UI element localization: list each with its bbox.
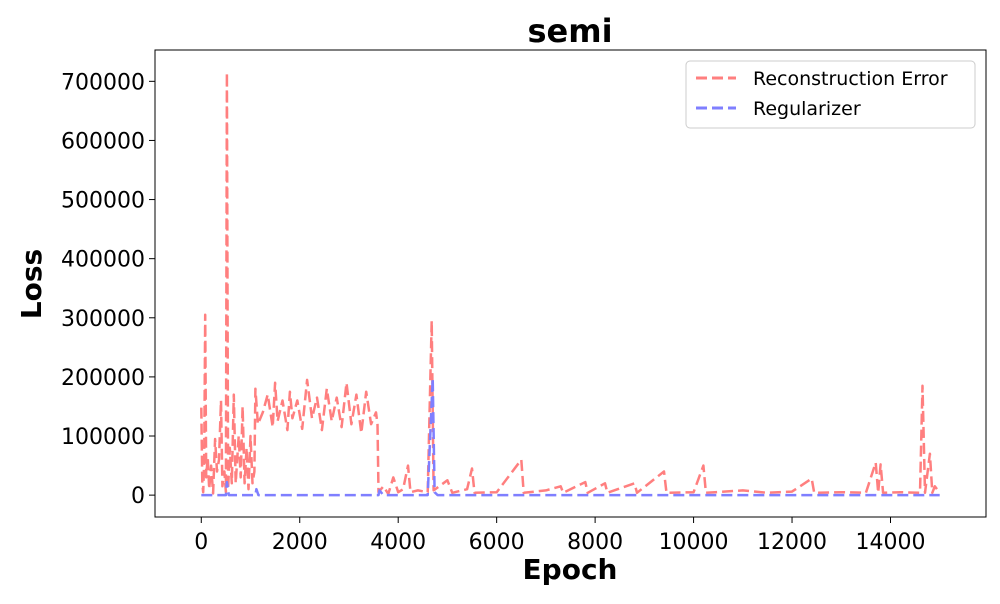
legend-label-reconstruction-error: Reconstruction Error bbox=[753, 68, 948, 90]
x-tick-label: 6000 bbox=[469, 530, 525, 555]
plot-area bbox=[154, 49, 987, 518]
x-tick-label: 2000 bbox=[272, 530, 328, 555]
x-tick-label: 12000 bbox=[757, 530, 827, 555]
legend-label-regularizer: Regularizer bbox=[753, 98, 861, 120]
x-tick-label: 14000 bbox=[855, 530, 925, 555]
y-tick-label: 200000 bbox=[61, 366, 145, 391]
y-tick-label: 400000 bbox=[61, 248, 145, 273]
series-line-regularizer bbox=[201, 376, 940, 497]
x-tick-label: 0 bbox=[194, 530, 208, 555]
legend: Reconstruction Error Regularizer bbox=[685, 60, 976, 129]
x-tick-label: 8000 bbox=[567, 530, 623, 555]
y-tick-label: 0 bbox=[131, 484, 145, 509]
y-tick-label: 600000 bbox=[61, 129, 145, 154]
y-axis-ticks: 0 100000 200000 300000 400000 500000 600000 700… bbox=[61, 70, 155, 509]
x-axis-label: Epoch bbox=[523, 553, 618, 586]
legend-box bbox=[685, 60, 976, 129]
y-tick-label: 100000 bbox=[61, 425, 145, 450]
y-tick-label: 500000 bbox=[61, 189, 145, 214]
x-axis-ticks: 0 2000 4000 6000 8000 10000 12000 14000 bbox=[194, 517, 925, 555]
series-layer bbox=[200, 71, 941, 497]
chart-title: semi bbox=[527, 12, 612, 50]
x-tick-label: 10000 bbox=[659, 530, 729, 555]
series-line-reconstruction-error bbox=[200, 71, 941, 496]
x-tick-label: 4000 bbox=[370, 530, 426, 555]
y-axis-label: Loss bbox=[15, 249, 48, 319]
y-tick-label: 300000 bbox=[61, 307, 145, 332]
y-tick-label: 700000 bbox=[61, 70, 145, 95]
